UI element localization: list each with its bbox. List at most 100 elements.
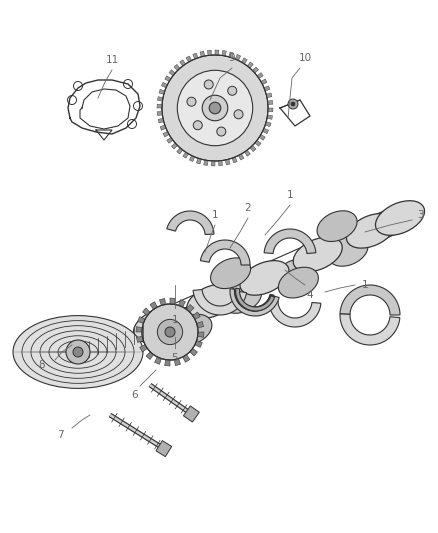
Polygon shape xyxy=(167,211,214,235)
Polygon shape xyxy=(200,240,250,265)
Polygon shape xyxy=(165,360,170,366)
Polygon shape xyxy=(193,53,198,59)
Polygon shape xyxy=(167,138,173,143)
Circle shape xyxy=(187,97,196,106)
Circle shape xyxy=(291,102,295,106)
Polygon shape xyxy=(200,51,205,57)
Polygon shape xyxy=(159,90,165,94)
Polygon shape xyxy=(204,160,208,166)
Polygon shape xyxy=(230,289,279,316)
Polygon shape xyxy=(222,51,226,56)
Polygon shape xyxy=(234,290,274,311)
Polygon shape xyxy=(177,148,183,154)
Polygon shape xyxy=(255,140,261,146)
Circle shape xyxy=(217,127,226,136)
Ellipse shape xyxy=(317,211,357,241)
Polygon shape xyxy=(264,86,270,91)
Text: 7: 7 xyxy=(57,430,64,440)
Polygon shape xyxy=(215,50,219,55)
Circle shape xyxy=(202,95,228,121)
Polygon shape xyxy=(268,100,273,104)
Ellipse shape xyxy=(134,308,183,342)
Text: 4: 4 xyxy=(307,290,313,300)
Ellipse shape xyxy=(328,236,368,266)
Polygon shape xyxy=(262,128,268,134)
Polygon shape xyxy=(150,302,157,309)
Polygon shape xyxy=(241,58,247,64)
Circle shape xyxy=(157,319,183,345)
Polygon shape xyxy=(165,76,171,82)
Polygon shape xyxy=(186,56,191,62)
Circle shape xyxy=(73,347,83,357)
Text: 9: 9 xyxy=(229,53,235,63)
Circle shape xyxy=(66,340,90,364)
Polygon shape xyxy=(171,143,177,149)
Polygon shape xyxy=(225,159,230,165)
Ellipse shape xyxy=(168,306,208,337)
Polygon shape xyxy=(197,321,204,328)
Ellipse shape xyxy=(275,259,315,290)
Polygon shape xyxy=(238,154,244,160)
Circle shape xyxy=(234,110,243,119)
Polygon shape xyxy=(174,359,180,366)
Polygon shape xyxy=(259,134,265,140)
Polygon shape xyxy=(180,60,186,66)
Circle shape xyxy=(209,102,221,114)
Polygon shape xyxy=(257,72,263,78)
Polygon shape xyxy=(179,300,185,307)
Polygon shape xyxy=(157,111,162,116)
Polygon shape xyxy=(140,345,147,352)
Polygon shape xyxy=(142,308,150,316)
Circle shape xyxy=(165,327,175,337)
Polygon shape xyxy=(157,104,162,108)
Text: 6: 6 xyxy=(132,390,138,400)
Polygon shape xyxy=(158,96,163,101)
Text: 5: 5 xyxy=(172,353,178,363)
Polygon shape xyxy=(187,304,194,312)
Circle shape xyxy=(142,304,198,360)
Polygon shape xyxy=(236,288,275,311)
Text: 3: 3 xyxy=(417,210,423,220)
Polygon shape xyxy=(183,152,188,158)
Polygon shape xyxy=(189,156,195,161)
Polygon shape xyxy=(266,93,272,98)
Ellipse shape xyxy=(13,316,143,389)
Polygon shape xyxy=(208,50,212,55)
Text: 1: 1 xyxy=(172,315,178,325)
Polygon shape xyxy=(267,115,272,119)
Polygon shape xyxy=(244,150,250,156)
Polygon shape xyxy=(340,314,400,345)
Polygon shape xyxy=(190,349,198,356)
Polygon shape xyxy=(195,341,202,348)
Polygon shape xyxy=(247,62,253,68)
Polygon shape xyxy=(163,132,169,137)
Ellipse shape xyxy=(222,282,261,313)
Text: 10: 10 xyxy=(298,53,311,63)
Circle shape xyxy=(193,121,202,130)
Polygon shape xyxy=(229,52,233,58)
Ellipse shape xyxy=(375,201,424,235)
Circle shape xyxy=(162,55,268,161)
Polygon shape xyxy=(269,301,321,327)
Polygon shape xyxy=(193,289,247,315)
Polygon shape xyxy=(232,157,237,163)
Polygon shape xyxy=(138,317,145,324)
Polygon shape xyxy=(198,332,204,337)
Ellipse shape xyxy=(293,237,342,272)
Polygon shape xyxy=(340,285,400,315)
Polygon shape xyxy=(211,161,215,166)
Polygon shape xyxy=(264,229,316,254)
Polygon shape xyxy=(219,160,223,166)
Polygon shape xyxy=(159,298,166,305)
Polygon shape xyxy=(235,54,240,60)
Text: 1: 1 xyxy=(287,190,293,200)
Polygon shape xyxy=(196,158,201,164)
Text: 1: 1 xyxy=(362,280,368,290)
Polygon shape xyxy=(136,336,143,343)
Ellipse shape xyxy=(279,267,318,298)
Polygon shape xyxy=(184,406,199,422)
Polygon shape xyxy=(162,82,167,88)
Circle shape xyxy=(288,99,298,109)
Polygon shape xyxy=(155,357,161,365)
Circle shape xyxy=(204,80,213,89)
